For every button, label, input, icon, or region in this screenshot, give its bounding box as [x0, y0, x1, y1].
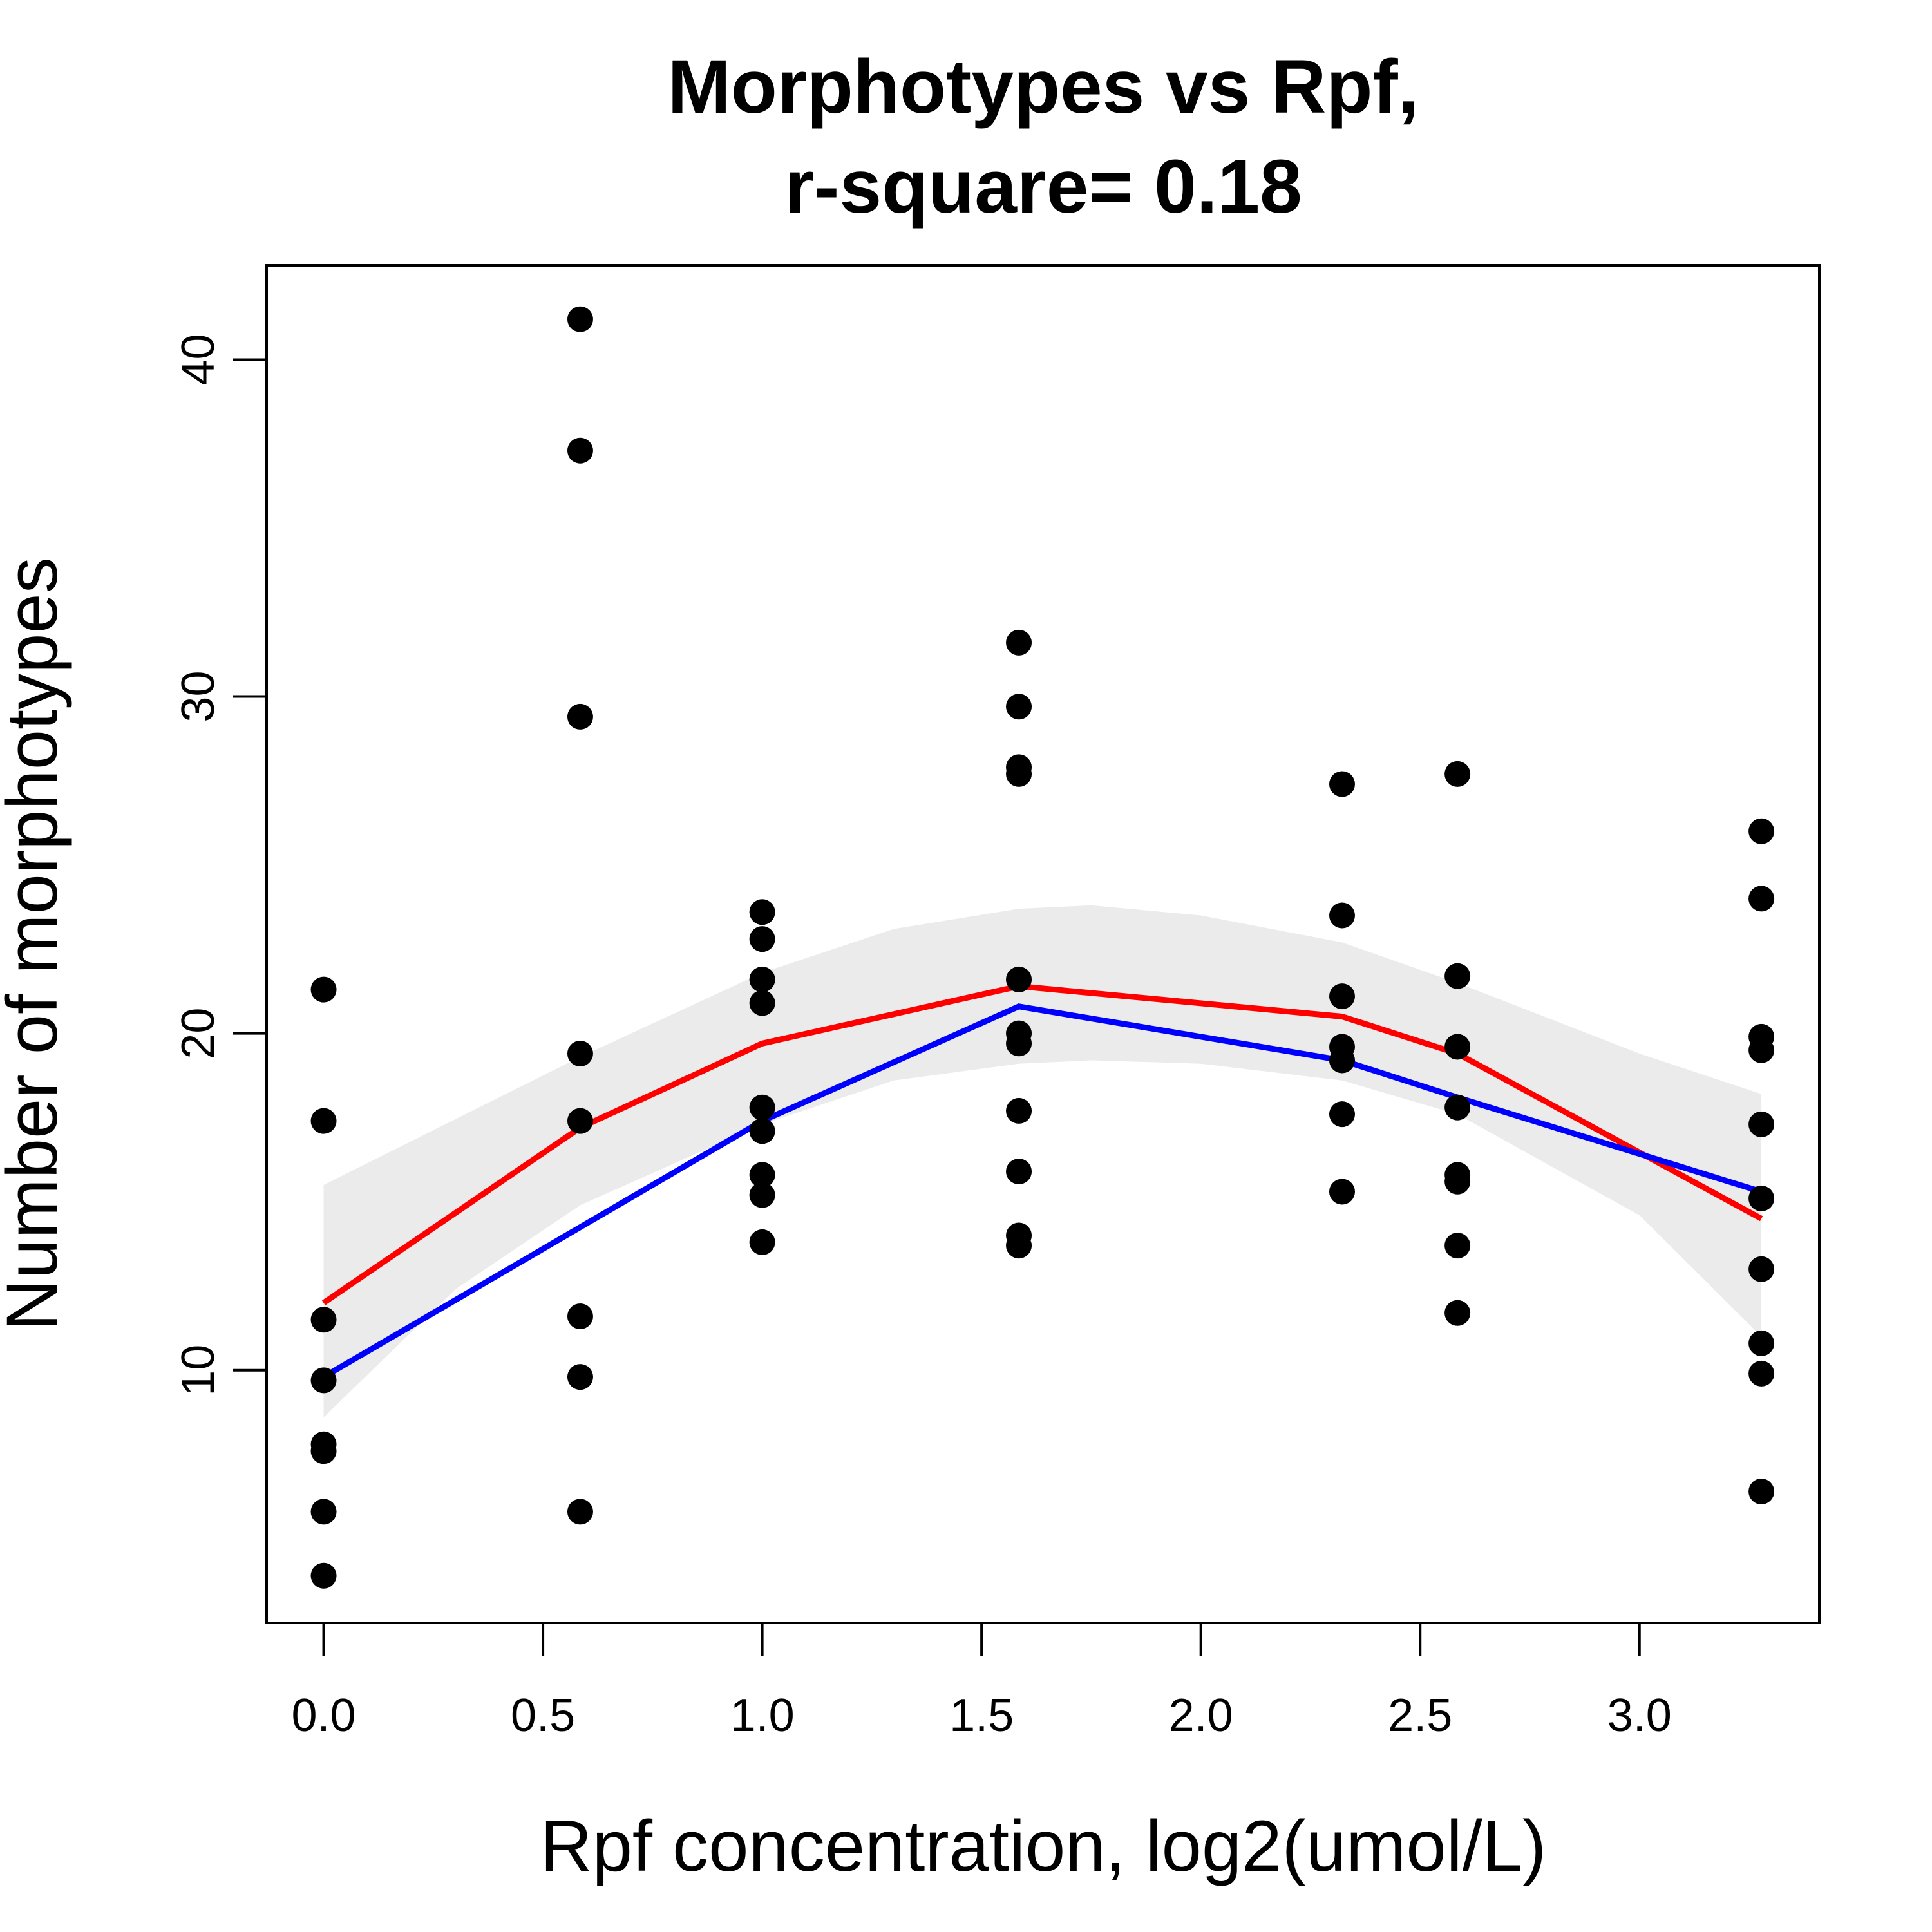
y-tick-label: 30	[173, 670, 224, 722]
data-point	[1444, 1168, 1471, 1195]
chart-title-line1: Morphotypes vs Rpf,	[668, 44, 1419, 129]
x-tick-label: 2.0	[1169, 1690, 1233, 1741]
data-point	[1748, 1479, 1775, 1504]
x-tick-label: 0.0	[291, 1690, 355, 1741]
data-point	[749, 966, 775, 992]
data-point	[567, 306, 593, 332]
data-point	[567, 437, 593, 464]
data-point	[1329, 983, 1355, 1010]
data-point	[1748, 1111, 1775, 1137]
data-point	[1006, 629, 1032, 656]
data-point	[749, 1118, 775, 1144]
chart-title-line2: r-square= 0.18	[784, 144, 1302, 229]
y-axis: 10 20 30 40	[173, 334, 268, 1396]
data-point	[1329, 1047, 1355, 1074]
data-point	[1444, 1094, 1471, 1121]
data-point	[310, 1438, 337, 1464]
x-axis-label: Rpf concentration, log2(umol/L)	[540, 1806, 1547, 1886]
data-point	[1006, 1159, 1032, 1185]
data-point	[310, 1367, 337, 1394]
confidence-band	[323, 905, 1762, 1417]
data-point	[1748, 1037, 1775, 1063]
plot-area	[310, 306, 1775, 1589]
data-point	[749, 926, 775, 952]
data-point	[1748, 1360, 1775, 1387]
data-point	[1748, 886, 1775, 912]
data-point	[567, 1499, 593, 1525]
x-tick-label: 2.5	[1388, 1690, 1452, 1741]
y-tick-label: 10	[173, 1345, 224, 1396]
data-point	[1329, 1101, 1355, 1128]
data-point	[1748, 1330, 1775, 1356]
data-point	[749, 1229, 775, 1255]
data-point	[567, 1364, 593, 1390]
data-point	[1329, 771, 1355, 797]
data-point	[1748, 1185, 1775, 1211]
data-point	[1444, 761, 1471, 787]
data-point	[310, 1562, 337, 1589]
data-point	[1006, 1233, 1032, 1259]
data-point	[1006, 694, 1032, 720]
data-point	[1748, 818, 1775, 844]
data-point	[567, 1108, 593, 1134]
x-axis: 0.0 0.5 1.0 1.5 2.0 2.5 3.0	[291, 1622, 1672, 1741]
y-tick-label: 40	[173, 334, 224, 385]
data-point	[1329, 902, 1355, 929]
blue-trend-line	[322, 1003, 1763, 1380]
data-point	[310, 1108, 337, 1134]
data-point	[1006, 1030, 1032, 1057]
data-point	[1444, 1034, 1471, 1060]
data-point	[749, 899, 775, 925]
data-point	[310, 976, 337, 1003]
y-axis-label: Number of morphotypes	[0, 557, 72, 1331]
data-point	[1006, 966, 1032, 992]
y-tick-label: 20	[173, 1008, 224, 1059]
data-point	[310, 1499, 337, 1525]
x-tick-label: 0.5	[511, 1690, 575, 1741]
data-point	[567, 1041, 593, 1066]
data-point	[310, 1307, 337, 1333]
x-tick-label: 1.5	[949, 1690, 1014, 1741]
data-point	[1444, 1233, 1471, 1259]
data-point	[1444, 1300, 1471, 1326]
data-point	[567, 703, 593, 730]
data-point	[749, 1094, 775, 1121]
data-points	[310, 306, 1775, 1589]
data-point	[749, 1182, 775, 1208]
x-tick-label: 3.0	[1607, 1690, 1672, 1741]
data-point	[749, 1162, 775, 1188]
data-point	[1748, 1256, 1775, 1282]
data-point	[1006, 1097, 1032, 1124]
data-point	[567, 1303, 593, 1329]
data-point	[1444, 963, 1471, 989]
data-point	[749, 990, 775, 1016]
x-tick-label: 1.0	[730, 1690, 795, 1741]
data-point	[1329, 1179, 1355, 1205]
data-point	[1006, 761, 1032, 787]
